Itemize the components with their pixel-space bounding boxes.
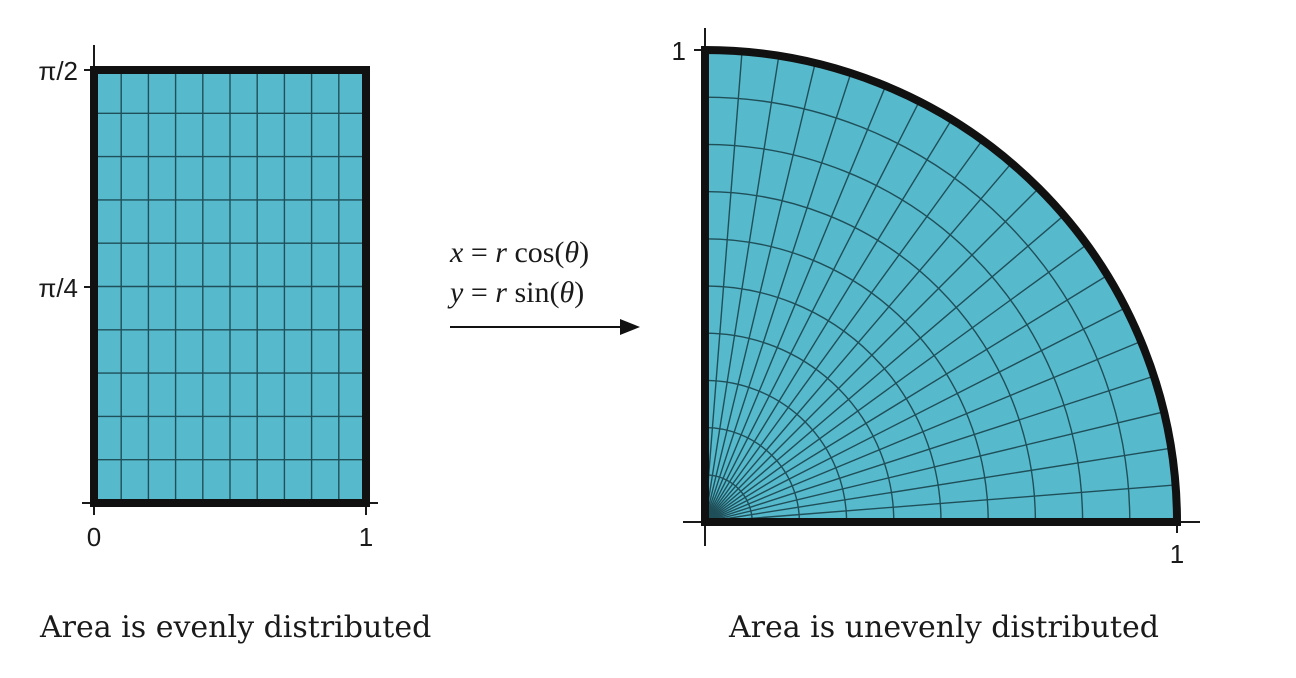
left-y-tick-label-mid: π/4: [38, 273, 78, 303]
eq-x-fn: cos(: [507, 236, 564, 269]
right-caption: Area is unevenly distributed: [728, 610, 1159, 645]
arc-line: [704, 379, 848, 523]
arc-line: [704, 285, 942, 523]
eq-y-fn: sin(: [507, 276, 560, 309]
arc-line: [704, 332, 895, 523]
eq-y-close: ): [574, 276, 584, 309]
polar-grid-lines: [704, 51, 1176, 523]
left-grid-lines: [94, 70, 366, 503]
right-x-tick-label-one: 1: [1170, 539, 1184, 569]
right-y-tick-label-one: 1: [672, 36, 686, 66]
eq-x-equals: =: [463, 236, 495, 269]
arc-line: [704, 426, 801, 523]
eq-x-r: r: [495, 236, 507, 269]
eq-x-theta: θ: [564, 236, 579, 269]
eq-x-lhs: x: [449, 236, 464, 269]
quarter-disk-border: [701, 45, 1182, 526]
left-x-tick-label-one: 1: [359, 522, 373, 552]
eq-y-lhs: y: [447, 276, 464, 309]
arrow-right-icon: [450, 319, 640, 335]
arc-line: [704, 474, 753, 523]
equation-y: y = r sin(θ): [447, 276, 584, 309]
arc-line: [704, 96, 1131, 523]
equation-x: x = r cos(θ): [449, 236, 589, 269]
left-panel: π/2 π/4 0 1 Area is evenly distributed: [38, 45, 431, 645]
arc-line: [704, 238, 989, 523]
left-caption: Area is evenly distributed: [39, 610, 431, 645]
left-y-tick-label-top: π/2: [38, 56, 78, 86]
right-panel: 1 1 Area is unevenly distributed: [672, 28, 1200, 645]
transform-block: x = r cos(θ) y = r sin(θ): [447, 236, 640, 335]
eq-y-theta: θ: [559, 276, 574, 309]
eq-y-equals: =: [463, 276, 495, 309]
arc-line: [704, 190, 1037, 523]
left-rect-border: [90, 66, 370, 507]
eq-x-close: ): [579, 236, 589, 269]
eq-y-r: r: [495, 276, 507, 309]
left-x-tick-label-zero: 0: [87, 522, 101, 552]
arc-line: [704, 143, 1084, 523]
